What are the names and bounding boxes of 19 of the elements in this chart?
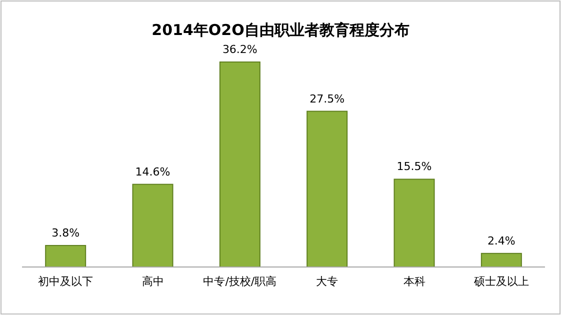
- data-label: 15.5%: [396, 160, 432, 174]
- bar: [306, 110, 348, 268]
- bar: [45, 244, 86, 268]
- bar: [394, 178, 435, 268]
- x-tick-label: 本科: [403, 275, 426, 288]
- data-label: 36.2%: [222, 43, 258, 56]
- x-tick-label: 初中及以下: [38, 275, 94, 288]
- x-tick-label: 高中: [142, 275, 164, 288]
- bar: [132, 184, 174, 268]
- x-tick-label: 大专: [316, 275, 338, 288]
- data-label: 3.8%: [52, 226, 80, 240]
- chart-title: 2014年O2O自由职业者教育程度分布: [152, 21, 410, 39]
- data-label: 27.5%: [310, 92, 345, 106]
- bar: [219, 62, 260, 268]
- x-tick-label: 中专/技校/职高: [203, 275, 277, 288]
- data-label: 14.6%: [135, 165, 170, 178]
- x-tick-label: 硕士及以上: [472, 275, 529, 288]
- bar: [480, 252, 522, 268]
- data-label: 2.4%: [487, 234, 516, 248]
